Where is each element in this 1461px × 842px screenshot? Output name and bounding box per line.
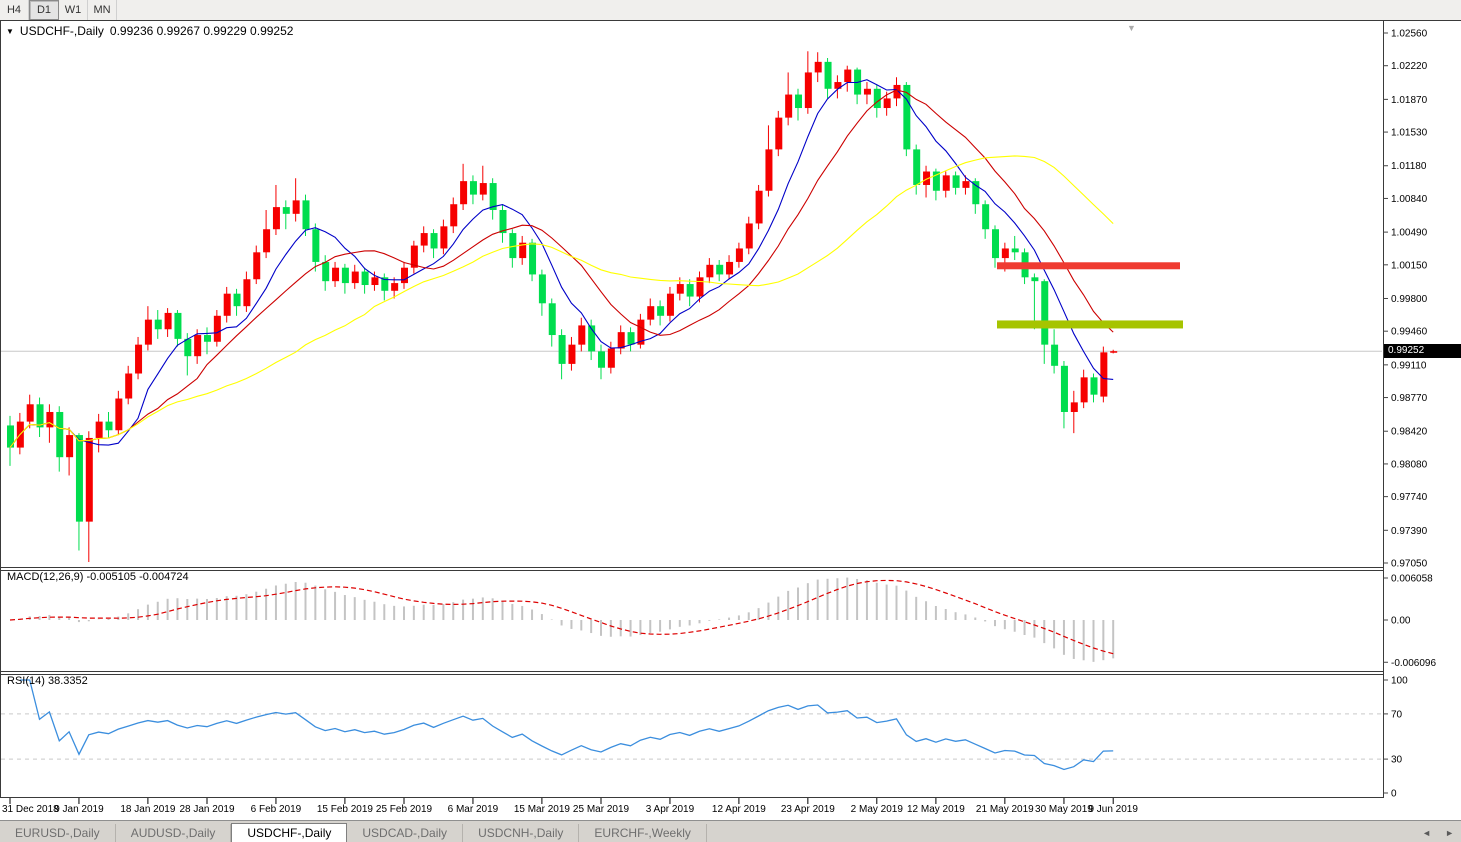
svg-text:0.97740: 0.97740 bbox=[1391, 492, 1428, 503]
svg-text:1.00840: 1.00840 bbox=[1391, 194, 1428, 205]
svg-text:70: 70 bbox=[1391, 709, 1403, 720]
timeframe-button-w1[interactable]: W1 bbox=[59, 0, 88, 20]
svg-text:0.97050: 0.97050 bbox=[1391, 559, 1428, 570]
svg-text:100: 100 bbox=[1391, 676, 1408, 687]
svg-text:0.99110: 0.99110 bbox=[1391, 360, 1427, 371]
timeframe-button-h4[interactable]: H4 bbox=[0, 0, 29, 20]
svg-text:1.00490: 1.00490 bbox=[1391, 228, 1428, 239]
svg-text:-0.006096: -0.006096 bbox=[1391, 658, 1436, 669]
svg-text:30 May 2019: 30 May 2019 bbox=[1035, 804, 1093, 815]
svg-text:1.01180: 1.01180 bbox=[1391, 161, 1427, 172]
svg-text:30: 30 bbox=[1391, 755, 1403, 766]
tab-usdcad-daily[interactable]: USDCAD-,Daily bbox=[347, 824, 464, 842]
svg-text:0.98420: 0.98420 bbox=[1391, 427, 1428, 438]
svg-text:0.97390: 0.97390 bbox=[1391, 526, 1428, 537]
chart-symbol-period: USDCHF-,Daily bbox=[19, 24, 104, 38]
timeframe-toolbar: H4 D1 W1 MN bbox=[0, 0, 1461, 21]
rsi-indicator-label: RSI(14) 38.3352 bbox=[7, 675, 88, 687]
svg-text:1.02220: 1.02220 bbox=[1391, 61, 1428, 72]
svg-text:12 Apr 2019: 12 Apr 2019 bbox=[712, 804, 766, 815]
svg-text:6 Mar 2019: 6 Mar 2019 bbox=[448, 804, 499, 815]
svg-text:28 Jan 2019: 28 Jan 2019 bbox=[179, 804, 234, 815]
tab-eurusd-daily[interactable]: EURUSD-,Daily bbox=[0, 824, 116, 842]
svg-text:25 Feb 2019: 25 Feb 2019 bbox=[376, 804, 433, 815]
current-price-tag: 0.99252 bbox=[1384, 344, 1461, 358]
timeframe-button-d1[interactable]: D1 bbox=[29, 0, 59, 20]
svg-text:0.006058: 0.006058 bbox=[1391, 573, 1433, 584]
svg-text:1.00150: 1.00150 bbox=[1391, 260, 1428, 271]
tab-audusd-daily[interactable]: AUDUSD-,Daily bbox=[116, 824, 232, 842]
svg-text:0.98770: 0.98770 bbox=[1391, 393, 1428, 404]
chart-plot-area[interactable] bbox=[0, 20, 1383, 800]
tab-scroll-right-icon[interactable]: ► bbox=[1445, 828, 1454, 838]
chart-shift-marker-icon[interactable]: ▼ bbox=[1127, 23, 1136, 33]
tab-usdchf-daily[interactable]: USDCHF-,Daily bbox=[231, 823, 348, 842]
symbol-tab-bar: EURUSD-,Daily AUDUSD-,Daily USDCHF-,Daily U… bbox=[0, 820, 1461, 842]
svg-text:3 Apr 2019: 3 Apr 2019 bbox=[646, 804, 695, 815]
svg-text:6 Feb 2019: 6 Feb 2019 bbox=[251, 804, 302, 815]
price-axis: 1.02560 1.02220 1.01870 1.01530 1.01180 1.008… bbox=[1383, 29, 1436, 800]
svg-text:0.00: 0.00 bbox=[1391, 616, 1411, 627]
svg-text:1.02560: 1.02560 bbox=[1391, 29, 1428, 40]
chart-title-dropdown-icon[interactable]: ▼ bbox=[6, 26, 14, 36]
chart-ohlc-values: 0.99236 0.99267 0.99229 0.99252 bbox=[109, 24, 294, 38]
toolbar-spacer bbox=[117, 0, 1461, 20]
svg-text:15 Feb 2019: 15 Feb 2019 bbox=[317, 804, 374, 815]
svg-text:23 Apr 2019: 23 Apr 2019 bbox=[781, 804, 835, 815]
svg-text:9 Jan 2019: 9 Jan 2019 bbox=[54, 804, 104, 815]
tab-eurchf-weekly[interactable]: EURCHF-,Weekly bbox=[579, 824, 707, 842]
chart-title: ▼ USDCHF-,Daily 0.99236 0.99267 0.99229 … bbox=[6, 24, 293, 38]
svg-text:0.98080: 0.98080 bbox=[1391, 459, 1428, 470]
svg-text:0: 0 bbox=[1391, 789, 1397, 800]
macd-indicator-label: MACD(12,26,9) -0.005105 -0.004724 bbox=[7, 571, 189, 583]
svg-text:0.99800: 0.99800 bbox=[1391, 294, 1428, 305]
svg-text:18 Jan 2019: 18 Jan 2019 bbox=[120, 804, 175, 815]
svg-text:15 Mar 2019: 15 Mar 2019 bbox=[514, 804, 571, 815]
svg-text:0.99460: 0.99460 bbox=[1391, 327, 1428, 338]
tab-usdcnh-daily[interactable]: USDCNH-,Daily bbox=[463, 824, 580, 842]
svg-text:31 Dec 2018: 31 Dec 2018 bbox=[2, 804, 59, 815]
svg-text:9 Jun 2019: 9 Jun 2019 bbox=[1088, 804, 1138, 815]
svg-text:12 May 2019: 12 May 2019 bbox=[907, 804, 965, 815]
svg-text:2 May 2019: 2 May 2019 bbox=[851, 804, 904, 815]
tab-scroll-left-icon[interactable]: ◄ bbox=[1422, 828, 1432, 838]
timeframe-button-mn[interactable]: MN bbox=[88, 0, 117, 20]
svg-text:21 May 2019: 21 May 2019 bbox=[976, 804, 1034, 815]
svg-text:25 Mar 2019: 25 Mar 2019 bbox=[573, 804, 630, 815]
svg-text:1.01870: 1.01870 bbox=[1391, 95, 1428, 106]
tabbar-spacer bbox=[707, 824, 1415, 842]
svg-text:1.01530: 1.01530 bbox=[1391, 128, 1428, 139]
